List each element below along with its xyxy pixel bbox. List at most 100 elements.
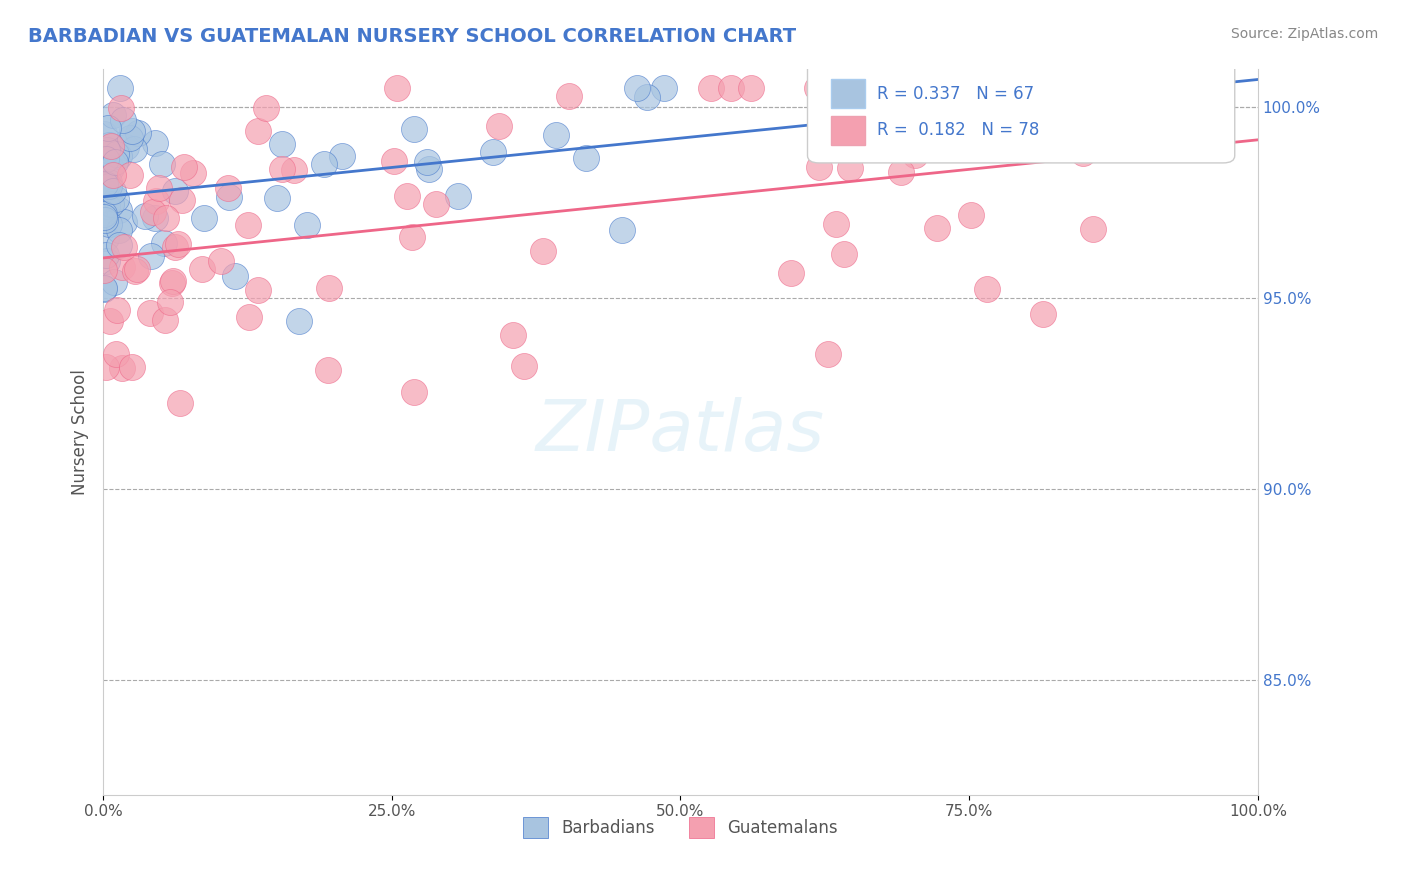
Text: R =  0.182   N = 78: R = 0.182 N = 78 <box>877 121 1039 139</box>
Point <box>94 177 117 191</box>
Point <box>404 384 426 399</box>
Point <box>832 247 855 261</box>
Point <box>93 210 115 224</box>
Point <box>401 230 423 244</box>
Point <box>98 175 121 189</box>
Point <box>94 230 117 244</box>
Point <box>94 212 117 227</box>
Point <box>183 166 205 180</box>
Point <box>103 169 125 183</box>
Point <box>159 294 181 309</box>
Point <box>104 154 127 169</box>
Point <box>827 80 849 95</box>
Text: Source: ZipAtlas.com: Source: ZipAtlas.com <box>1230 27 1378 41</box>
Point <box>125 262 148 277</box>
Point <box>148 181 170 195</box>
Point <box>115 140 138 154</box>
Point <box>418 162 440 177</box>
Point <box>1085 118 1108 132</box>
Point <box>93 207 115 221</box>
Point <box>780 266 803 280</box>
Point <box>173 160 195 174</box>
Point <box>170 194 193 208</box>
Point <box>94 359 117 374</box>
Point <box>976 281 998 295</box>
Point <box>574 151 596 165</box>
Point <box>94 207 117 221</box>
Point <box>385 80 408 95</box>
Point <box>114 215 136 229</box>
Text: BARBADIAN VS GUATEMALAN NURSERY SCHOOL CORRELATION CHART: BARBADIAN VS GUATEMALAN NURSERY SCHOOL C… <box>28 27 796 45</box>
Point <box>960 208 983 222</box>
Point <box>93 262 115 277</box>
Point <box>807 160 830 174</box>
Point <box>1161 80 1184 95</box>
Point <box>193 211 215 225</box>
Point <box>488 119 510 133</box>
Point <box>98 138 121 153</box>
Point <box>134 209 156 223</box>
Point <box>531 244 554 258</box>
FancyBboxPatch shape <box>831 116 865 145</box>
Point <box>271 137 294 152</box>
Point <box>142 205 165 219</box>
Point <box>288 314 311 328</box>
Point <box>652 80 675 95</box>
Point <box>558 89 581 103</box>
Point <box>105 147 128 161</box>
Point <box>416 155 439 169</box>
FancyBboxPatch shape <box>831 79 865 109</box>
Point <box>904 148 927 162</box>
Point <box>163 240 186 254</box>
Point <box>700 80 723 95</box>
Point <box>108 202 131 217</box>
Point <box>111 361 134 376</box>
Point <box>1084 133 1107 147</box>
Point <box>97 121 120 136</box>
Point <box>839 161 862 175</box>
Point <box>247 283 270 297</box>
Point <box>612 223 634 237</box>
Point <box>271 161 294 176</box>
Point <box>238 310 260 325</box>
Point <box>295 218 318 232</box>
Point <box>105 347 128 361</box>
Point <box>100 161 122 175</box>
Point <box>167 237 190 252</box>
Point <box>107 302 129 317</box>
Point <box>111 260 134 275</box>
Point <box>890 164 912 178</box>
Point <box>112 240 135 254</box>
Point <box>382 154 405 169</box>
Point <box>1083 80 1105 95</box>
Point <box>124 263 146 277</box>
Point <box>165 184 187 198</box>
Point <box>162 276 184 290</box>
Point <box>246 124 269 138</box>
Point <box>217 181 239 195</box>
Point <box>112 113 135 128</box>
Point <box>318 281 340 295</box>
Point <box>103 275 125 289</box>
Point <box>118 169 141 183</box>
Point <box>316 363 339 377</box>
Point <box>312 157 335 171</box>
Point <box>330 149 353 163</box>
Point <box>404 122 426 136</box>
Point <box>100 197 122 211</box>
FancyBboxPatch shape <box>807 62 1234 163</box>
Point <box>96 254 118 268</box>
Point <box>107 223 129 237</box>
Point <box>169 396 191 410</box>
Point <box>100 138 122 153</box>
Point <box>93 281 115 295</box>
Point <box>122 142 145 156</box>
Point <box>93 281 115 295</box>
Point <box>96 143 118 157</box>
Point <box>254 101 277 115</box>
Point <box>162 274 184 288</box>
Point <box>138 306 160 320</box>
Point <box>191 261 214 276</box>
Point <box>224 268 246 283</box>
Point <box>817 346 839 360</box>
